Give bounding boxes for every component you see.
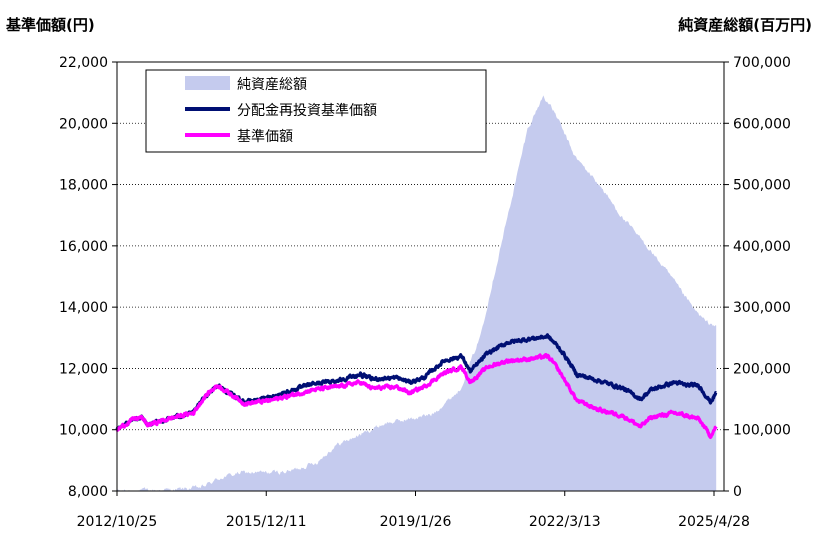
right-tick-label: 0: [733, 484, 742, 500]
legend-label: 純資産総額: [237, 77, 307, 93]
legend-swatch: [185, 76, 230, 90]
right-axis-title: 純資産総額(百万円): [678, 16, 812, 34]
axis-ticks: 8,000 10,000 12,000 14,000 16,000 18,000 20,00…: [59, 55, 791, 530]
legend-label: 分配金再投資基準価額: [237, 102, 377, 119]
left-tick-label: 16,000: [59, 239, 108, 255]
plot-frame: [116, 61, 725, 492]
series-area-net-assets: [117, 95, 717, 492]
legend-label: 基準価額: [237, 128, 293, 145]
right-tick-label: 300,000: [733, 300, 791, 316]
right-tick-label: 700,000: [733, 55, 791, 71]
right-tick-label: 400,000: [733, 239, 791, 255]
right-tick-label: 200,000: [733, 361, 791, 377]
x-tick-label: 2012/10/25: [77, 514, 158, 530]
left-axis-title: 基準価額(円): [6, 16, 95, 34]
right-tick-label: 600,000: [733, 116, 791, 132]
right-tick-label: 500,000: [733, 178, 791, 194]
x-tick-label: 2015/12/11: [226, 514, 307, 530]
x-tick-label: 2022/3/13: [529, 514, 601, 530]
area-series-layer: [117, 95, 717, 492]
left-tick-label: 18,000: [59, 178, 108, 194]
x-tick-label: 2019/1/26: [380, 514, 452, 530]
left-tick-label: 22,000: [59, 55, 108, 71]
series-line-nav: [115, 352, 718, 439]
left-tick-label: 20,000: [59, 116, 108, 132]
left-tick-label: 8,000: [68, 484, 108, 500]
line-series-layer: [115, 333, 718, 439]
x-tick-label: 2025/4/28: [678, 514, 750, 530]
left-tick-label: 12,000: [59, 361, 108, 377]
left-tick-label: 10,000: [59, 423, 108, 439]
right-tick-label: 100,000: [733, 423, 791, 439]
left-tick-label: 14,000: [59, 300, 108, 316]
